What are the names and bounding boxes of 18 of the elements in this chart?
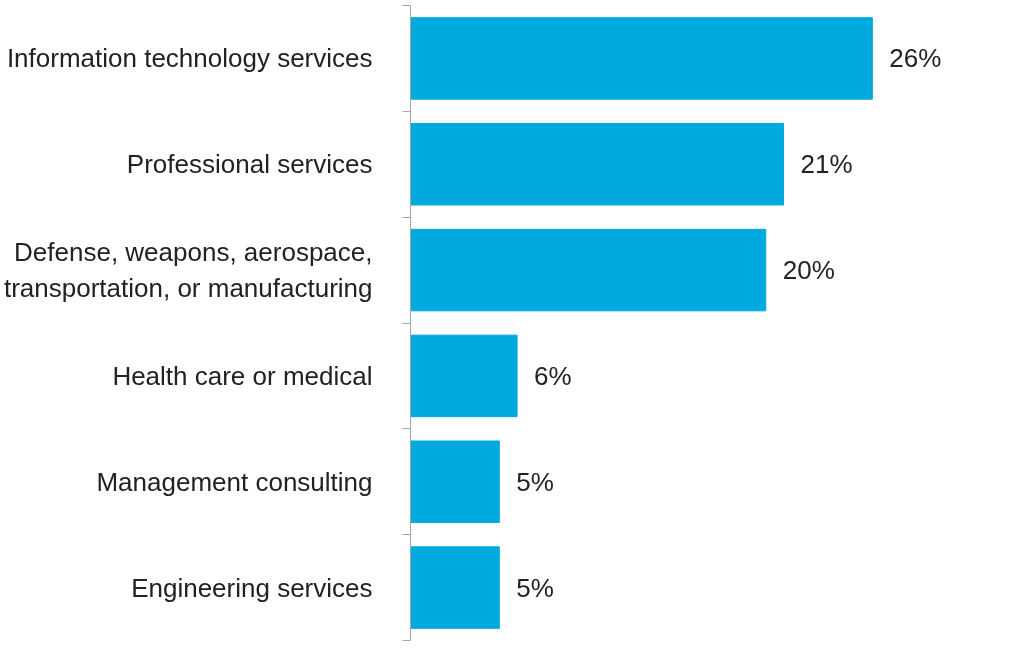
y-tick-label: Information technology services <box>6 43 373 74</box>
bar <box>410 123 785 206</box>
y-tick-label: Professional services <box>126 149 373 180</box>
y-tick-label: Health care or medical <box>112 360 373 391</box>
bar <box>410 17 873 100</box>
bar <box>410 546 500 629</box>
bar <box>410 228 767 312</box>
y-tick-label: Management consulting <box>96 466 373 497</box>
bar <box>410 334 518 418</box>
data-label: 5% <box>516 466 554 497</box>
data-label: 26% <box>889 43 942 74</box>
data-label: 20% <box>782 255 835 286</box>
bar <box>410 440 500 523</box>
y-tick-label: Defense, weapons, aerospace, transportation, or manufacturing <box>3 237 373 304</box>
data-label: 6% <box>534 360 572 391</box>
y-tick-label: Engineering services <box>131 572 373 603</box>
data-label: 5% <box>516 572 554 603</box>
data-label: 21% <box>800 149 853 180</box>
